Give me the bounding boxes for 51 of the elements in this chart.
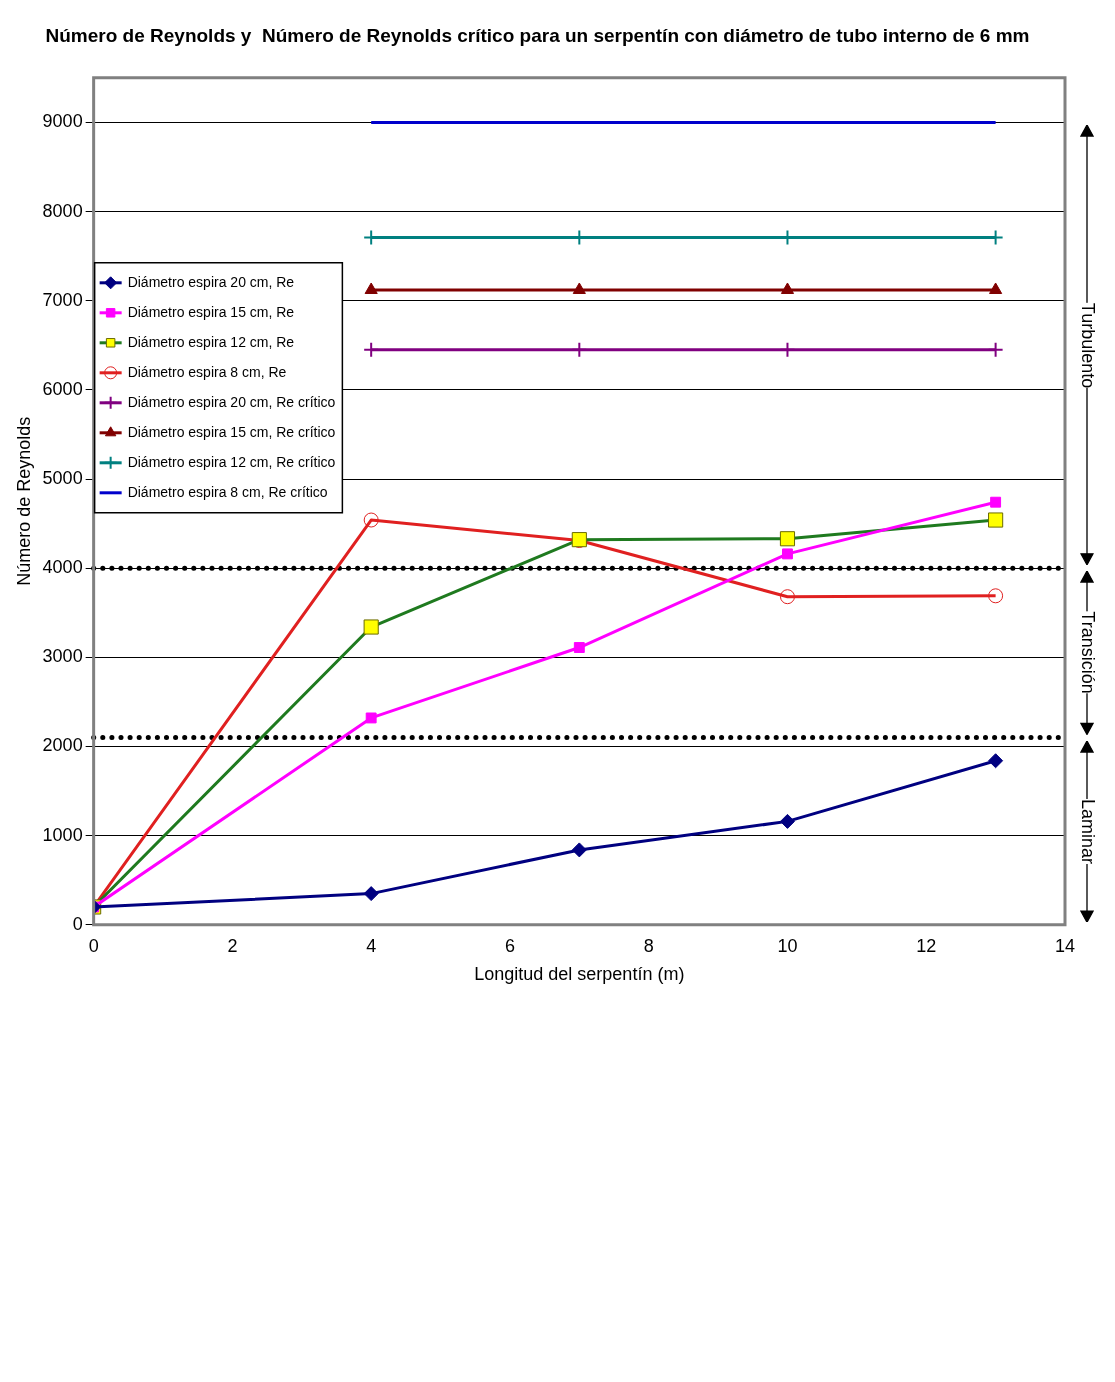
point <box>990 496 1002 508</box>
point <box>780 282 795 294</box>
y-tick-label: 9000 <box>42 111 83 132</box>
point <box>987 341 1004 358</box>
point <box>364 282 378 294</box>
x-tick-label: 6 <box>504 935 515 956</box>
legend-label: Diámetro espira 20 cm, Re crítico <box>127 393 336 410</box>
x-tick-label: 2 <box>227 935 238 956</box>
text: Transición <box>1076 611 1098 695</box>
y-tick-label: 7000 <box>42 289 83 310</box>
x-tick-label: 8 <box>643 935 654 956</box>
x-tick-label: 4 <box>366 935 377 956</box>
point <box>363 886 379 902</box>
point <box>779 589 795 605</box>
x-tick-label: 0 <box>88 935 99 956</box>
point <box>779 341 796 358</box>
y-tick-label: 5000 <box>42 467 83 488</box>
legend-label: Diámetro espira 15 cm, Re <box>127 303 295 320</box>
text: Laminar <box>1076 798 1098 864</box>
point <box>989 282 1003 294</box>
point <box>571 341 588 358</box>
point <box>571 842 587 858</box>
point <box>365 712 377 724</box>
point <box>782 548 793 560</box>
x-tick-label: 12 <box>916 935 937 956</box>
legend-label: Diámetro espira 8 cm, Re <box>127 363 287 380</box>
y-tick-label: 6000 <box>42 378 83 399</box>
y-tick-label: 0 <box>72 913 83 934</box>
point <box>779 813 795 829</box>
x-axis-title: Longitud del serpentín (m) <box>474 964 685 985</box>
y-tick-label: 2000 <box>42 735 83 756</box>
point <box>363 341 380 358</box>
legend-label: Diámetro espira 12 cm, Re crítico <box>127 453 336 470</box>
point <box>572 282 586 294</box>
point <box>573 642 585 653</box>
legend-label: Diámetro espira 12 cm, Re <box>127 333 295 350</box>
y-tick-label: 3000 <box>42 646 83 667</box>
y-tick-label: 1000 <box>42 824 83 845</box>
point <box>363 512 379 528</box>
legend-label: Diámetro espira 20 cm, Re <box>127 273 295 290</box>
text: Turbulento <box>1076 302 1098 388</box>
y-tick-label: 4000 <box>42 557 83 578</box>
chart-title: Número de Reynolds y Número de Reynolds crítico para un serpentín con diámetro de tubo interno de 6 mm <box>45 24 1030 46</box>
point <box>988 753 1004 769</box>
x-tick-label: 14 <box>1054 935 1076 956</box>
point <box>988 588 1004 604</box>
legend-label: Diámetro espira 15 cm, Re crítico <box>127 423 336 440</box>
legend-label: Diámetro espira 8 cm, Re crítico <box>127 483 328 500</box>
y-tick-label: 8000 <box>42 200 83 221</box>
x-tick-label: 10 <box>777 935 798 956</box>
y-axis-title: Número de Reynolds <box>13 416 34 586</box>
